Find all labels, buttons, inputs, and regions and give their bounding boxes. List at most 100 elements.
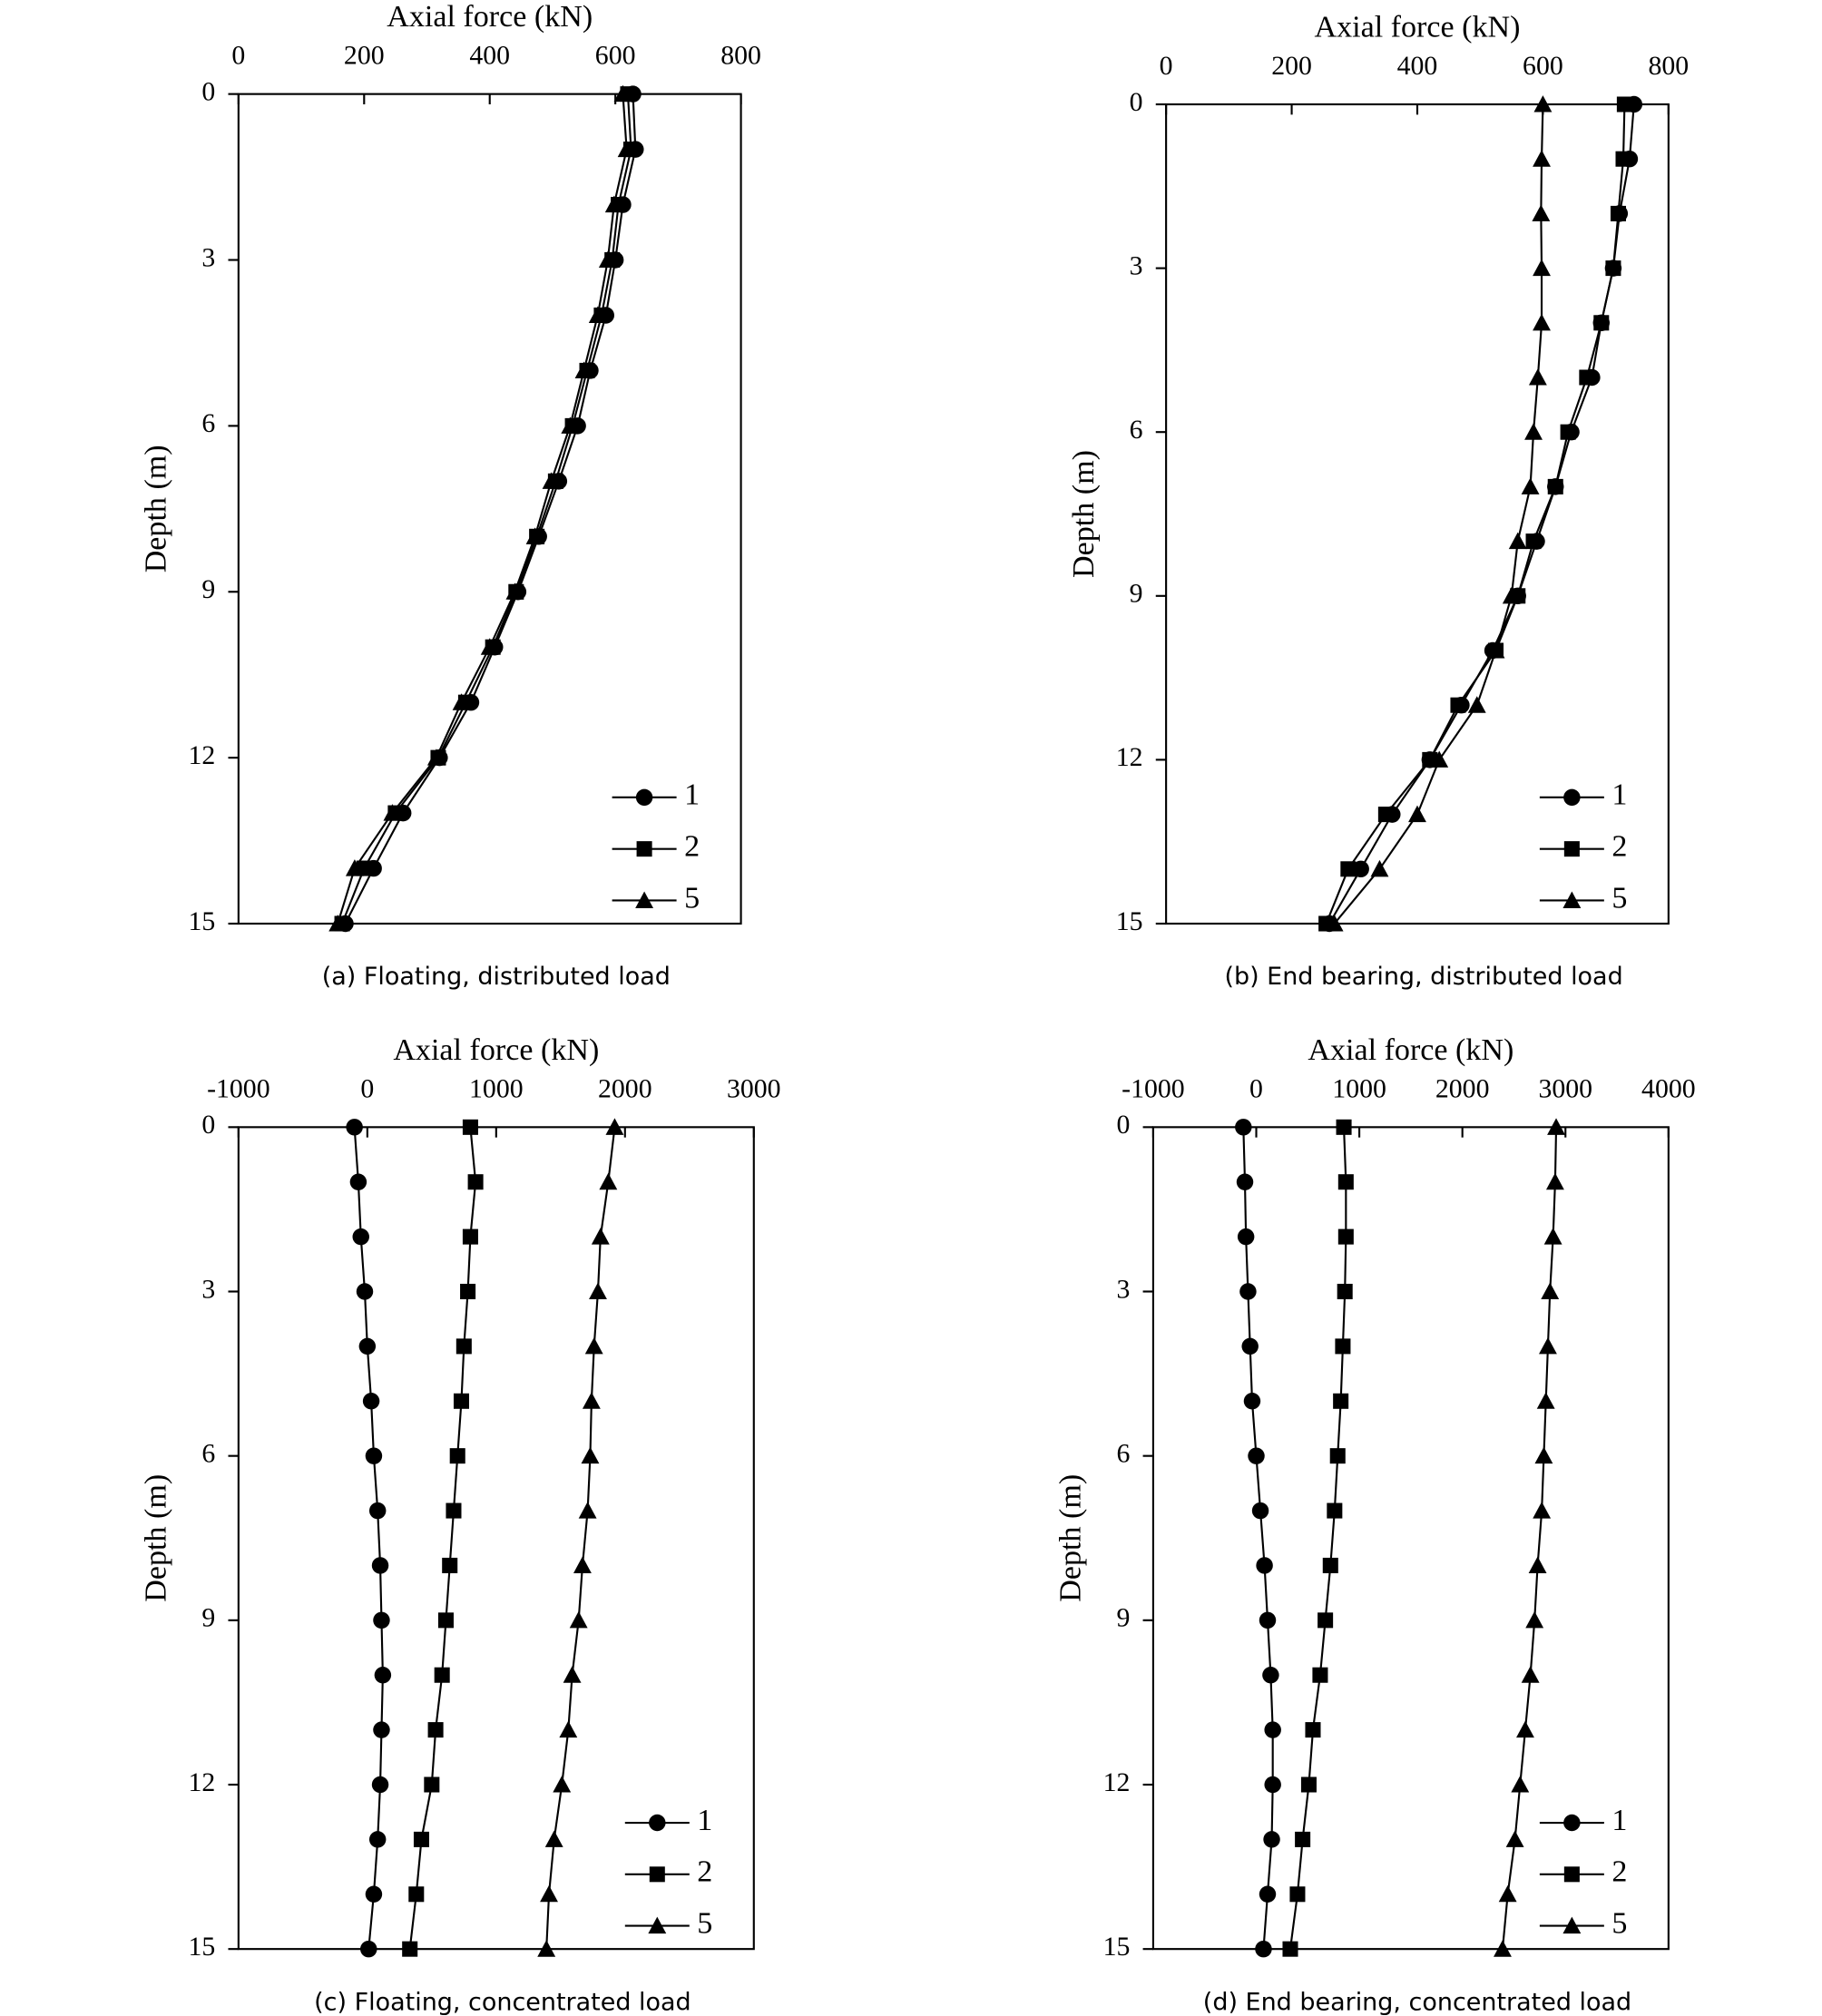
legend-marker xyxy=(648,1916,667,1934)
marker xyxy=(613,84,632,103)
marker xyxy=(553,1776,572,1793)
y-tick-label: 6 xyxy=(201,408,215,438)
y-tick-label: 6 xyxy=(201,1439,215,1469)
marker xyxy=(1256,1557,1273,1574)
marker xyxy=(542,472,561,489)
y-axis-label: Depth (m) xyxy=(140,445,173,573)
legend-marker xyxy=(1562,1916,1582,1934)
marker xyxy=(1541,1282,1560,1300)
marker xyxy=(1325,915,1344,932)
series-line xyxy=(1328,103,1635,925)
marker xyxy=(1262,1666,1279,1684)
marker xyxy=(1547,1118,1565,1135)
legend-label: 5 xyxy=(1611,1906,1627,1940)
marker xyxy=(1336,1119,1352,1135)
marker xyxy=(540,1884,558,1903)
series-line xyxy=(341,93,632,925)
legend-label: 2 xyxy=(697,1855,712,1889)
x-tick-label: 400 xyxy=(1397,51,1438,81)
legend-marker xyxy=(1563,1814,1581,1832)
marker xyxy=(598,250,617,269)
marker xyxy=(1263,1831,1280,1848)
legend-label: 2 xyxy=(684,829,700,863)
y-tick-label: 0 xyxy=(1130,87,1143,117)
x-tick-label: 400 xyxy=(469,41,510,71)
marker xyxy=(1610,205,1626,221)
x-tick-label: 0 xyxy=(1249,1073,1263,1103)
legend-marker-wrap xyxy=(1563,788,1581,807)
marker xyxy=(1322,1557,1338,1573)
series-line xyxy=(344,93,637,925)
legend-marker-wrap xyxy=(1563,1814,1581,1832)
plot-frame xyxy=(237,93,742,925)
y-axis-label: Depth (m) xyxy=(1067,450,1101,578)
x-tick-label: 0 xyxy=(231,41,245,71)
marker xyxy=(1593,315,1610,331)
marker xyxy=(365,1885,383,1903)
marker xyxy=(402,1941,418,1957)
x-tick-label: 0 xyxy=(360,1073,374,1103)
legend-marker xyxy=(636,841,652,857)
plot-frame xyxy=(237,1126,755,1951)
panel: Axial force (kN) Depth (m) (d) End bearing… xyxy=(1054,1033,1696,2016)
y-tick-label: 0 xyxy=(201,1110,215,1140)
marker xyxy=(578,1502,597,1519)
marker xyxy=(1525,533,1542,550)
legend-marker-wrap xyxy=(648,1916,667,1934)
marker xyxy=(1243,1393,1261,1410)
y-tick-label: 0 xyxy=(201,76,215,106)
legend-marker-wrap xyxy=(635,891,654,908)
marker xyxy=(1528,368,1547,386)
caption: (a) Floating, distributed load xyxy=(322,963,671,991)
marker xyxy=(589,1282,607,1300)
y-tick-label: 9 xyxy=(1130,579,1143,609)
legend-label: 1 xyxy=(1611,1804,1627,1837)
marker xyxy=(408,1886,425,1903)
marker xyxy=(358,1337,377,1355)
marker xyxy=(559,1720,578,1738)
y-tick-label: 12 xyxy=(189,1767,216,1797)
marker xyxy=(1312,1667,1328,1683)
marker xyxy=(1337,1228,1354,1245)
marker xyxy=(582,1392,601,1409)
legend-label: 1 xyxy=(697,1804,712,1837)
x-axis-label: Axial force (kN) xyxy=(1314,10,1520,44)
marker xyxy=(365,1447,383,1464)
marker xyxy=(456,1338,472,1355)
y-tick-label: 3 xyxy=(1116,1274,1130,1304)
marker xyxy=(1264,1776,1281,1794)
legend-marker-wrap xyxy=(636,841,652,857)
marker xyxy=(1525,1610,1544,1629)
marker xyxy=(1333,1393,1349,1409)
marker xyxy=(1300,1776,1317,1793)
marker xyxy=(1370,859,1389,877)
panel: Axial force (kN) Depth (m) (a) Floating, d… xyxy=(140,0,761,991)
marker xyxy=(581,1446,600,1464)
marker xyxy=(561,416,580,434)
marker xyxy=(1377,807,1394,823)
marker xyxy=(1450,697,1466,713)
marker xyxy=(1545,1172,1564,1190)
y-tick-label: 9 xyxy=(1116,1603,1130,1633)
marker xyxy=(1318,1612,1334,1629)
marker xyxy=(446,1502,462,1519)
y-tick-label: 15 xyxy=(189,906,216,936)
marker xyxy=(453,1393,470,1409)
marker xyxy=(460,1283,476,1300)
marker xyxy=(1337,1174,1354,1190)
x-tick-label: 200 xyxy=(1271,51,1312,81)
legend-marker-wrap xyxy=(1563,841,1580,857)
x-tick-label: 1000 xyxy=(1332,1073,1386,1103)
series-line xyxy=(545,1127,616,1950)
marker xyxy=(1605,260,1621,277)
legend-label: 2 xyxy=(1611,1855,1627,1889)
marker xyxy=(1532,204,1551,221)
marker xyxy=(426,749,446,766)
panel: Axial force (kN) Depth (m) (c) Floating, c… xyxy=(140,1033,781,2016)
y-tick-label: 3 xyxy=(201,1274,215,1304)
marker xyxy=(1508,532,1527,550)
marker xyxy=(1430,750,1449,768)
legend-marker xyxy=(649,1814,666,1832)
marker xyxy=(1467,696,1486,713)
